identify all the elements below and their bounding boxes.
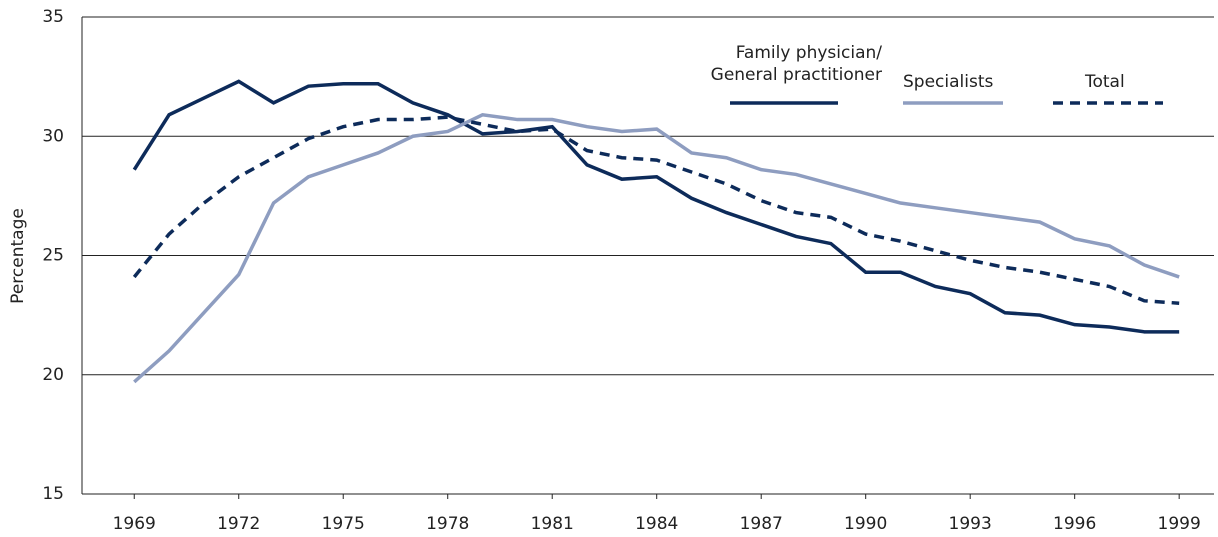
series-line — [132, 79, 1180, 334]
series-line — [132, 115, 1180, 305]
legend-label: Specialists — [903, 72, 994, 92]
legend-label: Family physician/ General practitioner — [710, 43, 882, 85]
legend-label: Total — [1085, 72, 1125, 92]
y-tick-label: 15 — [42, 484, 64, 504]
x-tick-label: 1975 — [322, 514, 365, 534]
y-tick-label: 25 — [42, 246, 64, 266]
series-line — [133, 112, 1180, 384]
x-tick-label: 1993 — [949, 514, 992, 534]
x-tick-label: 1999 — [1158, 514, 1201, 534]
x-tick-label: 1984 — [635, 514, 678, 534]
y-tick-label: 20 — [42, 365, 64, 385]
y-axis-label: Percentage — [8, 208, 28, 304]
x-tick-label: 1978 — [426, 514, 469, 534]
x-tick-label: 1987 — [740, 514, 783, 534]
y-tick-label: 30 — [42, 126, 64, 146]
x-tick-label: 1969 — [113, 514, 156, 534]
x-tick-label: 1981 — [531, 514, 574, 534]
x-tick-label: 1990 — [844, 514, 887, 534]
x-tick-label: 1996 — [1053, 514, 1096, 534]
x-tick-label: 1972 — [217, 514, 260, 534]
y-tick-label: 35 — [42, 7, 64, 27]
